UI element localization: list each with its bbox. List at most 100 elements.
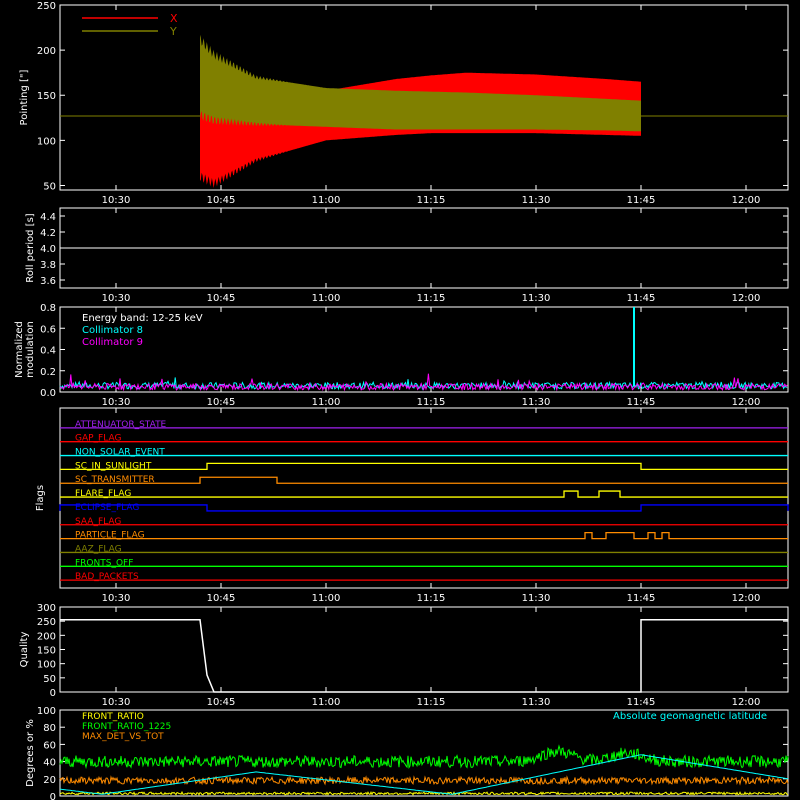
pointing-x-tick-label: 11:45	[627, 195, 656, 206]
ratios-y-tick-label: 0	[50, 792, 56, 800]
modulation-series-collimator-8	[59, 377, 788, 391]
pointing-plot-frame	[59, 4, 789, 191]
pointing-series-y-band	[200, 34, 641, 132]
modulation-y-tick-label: 0.4	[40, 346, 56, 357]
roll-x-tick-label: 10:30	[102, 293, 131, 304]
quality-line	[60, 619, 788, 693]
modulation-series-collimator-9	[59, 373, 788, 392]
flags-x-tick-label: 11:15	[417, 593, 446, 604]
ratios-legend-label-geomagnetic: Absolute geomagnetic latitude	[613, 711, 767, 722]
modulation-legend-label: Collimator 8	[82, 325, 143, 336]
roll-y-tick-label: 3.8	[40, 260, 56, 271]
roll-x-tick-label: 11:00	[312, 293, 341, 304]
modulation-annotation: Energy band: 12-25 keV	[82, 313, 203, 324]
ratios-y-tick-label: 80	[43, 723, 56, 734]
pointing-y-tick-label: 50	[43, 181, 56, 192]
flag-label-gap_flag: GAP_FLAG	[75, 434, 121, 444]
flag-label-saa_flag: SAA_FLAG	[75, 517, 121, 527]
modulation-y-tick-label: 0.0	[40, 388, 56, 399]
pointing-x-tick-label: 12:00	[732, 195, 761, 206]
flag-label-flare_flag: FLARE_FLAG	[75, 489, 131, 499]
ratios-legend-label: FRONT_RATIO_1225	[82, 722, 171, 732]
flags-x-tick-label: 10:30	[102, 593, 131, 604]
modulation-x-tick-label: 11:15	[417, 397, 446, 408]
roll-x-tick-label: 12:00	[732, 293, 761, 304]
pointing-x-tick-label: 10:45	[207, 195, 236, 206]
roll-x-tick-label: 11:45	[627, 293, 656, 304]
modulation-x-tick-label: 10:45	[207, 397, 236, 408]
quality-x-tick-label: 11:45	[627, 697, 656, 708]
pointing-x-tick-label: 11:30	[522, 195, 551, 206]
modulation-x-tick-label: 12:00	[732, 397, 761, 408]
roll-y-axis-label: Roll period [s]	[25, 213, 36, 282]
ratios-series-max-det-vs-tot	[59, 775, 789, 786]
flag-line-sc_in_sunlight	[60, 462, 788, 471]
quality-x-tick-label: 11:15	[417, 697, 446, 708]
roll-y-tick-label: 4.0	[40, 244, 56, 255]
quality-y-tick-label: 200	[37, 631, 56, 642]
quality-y-tick-label: 300	[37, 603, 56, 614]
flag-label-particle_flag: PARTICLE_FLAG	[75, 531, 145, 541]
flag-label-aaz_flag: AAZ_FLAG	[75, 544, 122, 554]
quality-x-tick-label: 10:45	[207, 697, 236, 708]
flag-label-attenuator_state: ATTENUATOR_STATE	[75, 420, 167, 430]
legend-label-y: Y	[169, 25, 177, 38]
flag-label-eclipse_flag: ECLIPSE_FLAG	[75, 503, 139, 513]
legend-label-x: X	[170, 12, 178, 25]
ratios-legend-label: FRONT_RATIO	[82, 712, 144, 722]
ratios-y-axis-label: Degrees or %	[25, 719, 36, 787]
pointing-y-tick-label: 100	[37, 136, 56, 147]
quality-y-tick-label: 100	[37, 660, 56, 671]
flag-line-eclipse_flag	[59, 504, 789, 512]
ratios-y-tick-label: 20	[43, 775, 56, 786]
quality-y-tick-label: 150	[37, 646, 56, 657]
flags-x-tick-label: 11:00	[312, 593, 341, 604]
modulation-x-tick-label: 11:30	[522, 397, 551, 408]
quality-x-tick-label: 12:00	[732, 697, 761, 708]
pointing-x-tick-label: 11:00	[312, 195, 341, 206]
flags-y-axis-label: Flags	[35, 485, 46, 511]
flag-label-sc_in_sunlight: SC_IN_SUNLIGHT	[75, 461, 152, 471]
modulation-legend-label: Collimator 9	[82, 337, 143, 348]
ratios-series-front-ratio-1225	[59, 744, 789, 770]
pointing-y-tick-label: 150	[37, 91, 56, 102]
flag-label-fronts_off: FRONTS_OFF	[75, 558, 133, 568]
pointing-x-tick-label: 10:30	[102, 195, 131, 206]
modulation-x-tick-label: 11:45	[627, 397, 656, 408]
flag-line-sc_transmitter	[60, 476, 788, 484]
flag-line-particle_flag	[60, 531, 788, 540]
ratios-y-tick-label: 100	[37, 706, 56, 717]
modulation-y-tick-label: 0.2	[40, 367, 56, 378]
ratios-plot-frame	[59, 709, 789, 797]
flags-x-tick-label: 11:30	[522, 593, 551, 604]
quality-y-axis-label: Quality	[19, 632, 30, 668]
ratios-y-tick-label: 40	[43, 758, 56, 769]
flags-plot-frame	[59, 407, 789, 589]
pointing-y-tick-label: 250	[37, 1, 56, 12]
modulation-y-axis-label: Normalized	[14, 321, 25, 378]
quality-y-tick-label: 0	[50, 688, 56, 699]
flag-label-sc_transmitter: SC_TRANSMITTER	[75, 475, 155, 485]
flag-label-bad_packets: BAD_PACKETS	[75, 572, 139, 582]
roll-y-tick-label: 4.4	[40, 212, 56, 223]
modulation-y-axis-label: modulation	[25, 321, 36, 378]
flag-line-flare_flag	[60, 490, 788, 498]
quality-y-tick-label: 50	[43, 674, 56, 685]
ratios-series-geomagnetic-latitude	[59, 754, 789, 795]
modulation-x-tick-label: 11:00	[312, 397, 341, 408]
roll-x-tick-label: 10:45	[207, 293, 236, 304]
quality-x-tick-label: 11:00	[312, 697, 341, 708]
modulation-y-tick-label: 0.6	[40, 324, 56, 335]
modulation-x-tick-label: 10:30	[102, 397, 131, 408]
ratios-y-tick-label: 60	[43, 740, 56, 751]
flag-label-non_solar_event: NON_SOLAR_EVENT	[75, 448, 165, 458]
pointing-y-tick-label: 200	[37, 46, 56, 57]
quality-x-tick-label: 11:30	[522, 697, 551, 708]
flags-x-tick-label: 10:45	[207, 593, 236, 604]
roll-x-tick-label: 11:30	[522, 293, 551, 304]
pointing-y-axis-label: Pointing ["]	[19, 69, 30, 125]
roll-y-tick-label: 4.2	[40, 228, 56, 239]
ratios-series-front-ratio	[59, 790, 789, 796]
modulation-y-tick-label: 0.8	[40, 303, 56, 314]
